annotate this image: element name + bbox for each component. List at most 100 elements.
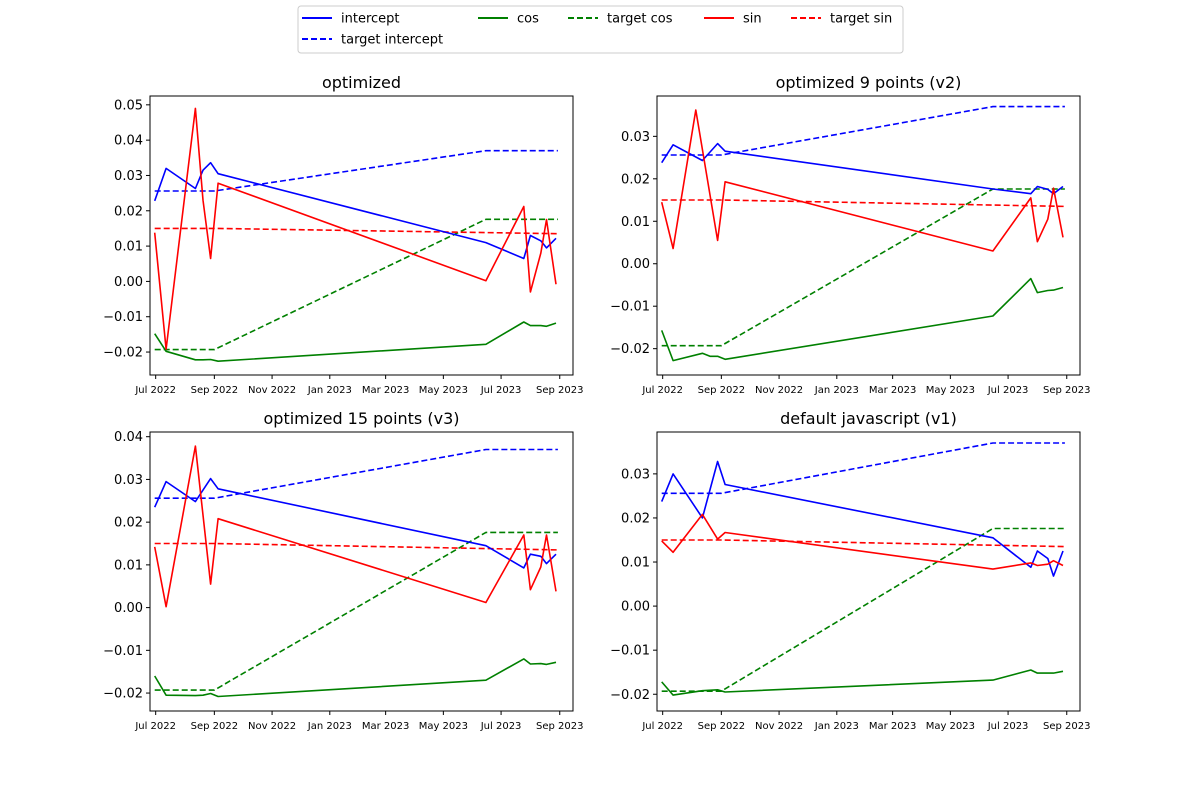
series-group: [660, 105, 1065, 362]
ytick-label: −0.01: [103, 310, 143, 325]
subplot-title: optimized 9 points (v2): [776, 73, 962, 92]
axes-frame: [656, 95, 1081, 376]
subplot-optimized-15-points-v3: optimized 15 points (v3) −0.02 −0.01 0.00 0.…: [103, 409, 583, 732]
xtick-label: May 2023: [419, 385, 468, 396]
xtick-label: Nov 2022: [755, 385, 803, 396]
xtick-label: Mar 2023: [869, 721, 917, 732]
subplot-title: optimized: [322, 73, 401, 92]
ytick-label: 0.02: [621, 172, 650, 187]
xtick-label: Jul 2022: [641, 721, 683, 732]
ytick-label: 0.01: [114, 240, 143, 255]
xtick-label: Jul 2023: [987, 385, 1029, 396]
series-group: [153, 107, 558, 363]
series-line-target-sin: [154, 542, 558, 551]
ytick-label: −0.01: [610, 644, 650, 659]
ytick-label: −0.02: [610, 688, 650, 703]
series-line-cos: [661, 669, 1064, 696]
ytick-label: 0.01: [621, 215, 650, 230]
xtick-label: Sep 2022: [191, 385, 238, 396]
xtick-label: Nov 2022: [755, 721, 803, 732]
ytick-label: 0.00: [621, 600, 650, 615]
ytick-label: 0.00: [114, 601, 143, 616]
xtick-label: Mar 2023: [362, 385, 410, 396]
xtick-label: Jul 2023: [480, 721, 522, 732]
xtick-label: Jul 2023: [987, 721, 1029, 732]
series-line-target-intercept: [661, 442, 1065, 495]
xtick-label: Jan 2023: [814, 385, 859, 396]
subplot-optimized-9-points-v2: optimized 9 points (v2) −0.02 −0.01 0.00 0.0…: [610, 73, 1090, 396]
ytick-label: −0.01: [610, 300, 650, 315]
xtick-label: Sep 2022: [698, 721, 745, 732]
series-line-target-cos: [154, 218, 558, 351]
ytick-label: 0.02: [114, 516, 143, 531]
subplot-title: optimized 15 points (v3): [264, 409, 460, 428]
series-line-target-cos: [661, 527, 1065, 693]
xtick-label: Sep 2022: [191, 721, 238, 732]
ytick-label: 0.03: [621, 130, 650, 145]
subplot-title: default javascript (v1): [780, 409, 957, 428]
xtick-label: Nov 2022: [248, 721, 296, 732]
ytick-label: 0.00: [621, 257, 650, 272]
subplot-grid: optimized −0.02 −0.01 0.00 0.01 0.02 0.03 0.04 0…: [103, 73, 1090, 732]
ytick-label: 0.03: [114, 473, 143, 488]
xtick-label: Sep 2023: [536, 385, 583, 396]
legend-label: target cos: [607, 12, 673, 27]
series-line-target-intercept: [154, 149, 558, 192]
legend-entry-target-sin: target sin: [791, 12, 892, 27]
series-line-sin: [660, 109, 1064, 252]
ytick-label: 0.04: [114, 430, 143, 445]
series-line-cos: [154, 321, 557, 363]
xtick-label: Jan 2023: [307, 385, 352, 396]
xtick-label: Mar 2023: [869, 385, 917, 396]
ytick-label: 0.03: [621, 467, 650, 482]
ytick-label: −0.02: [103, 687, 143, 702]
legend-label: target sin: [830, 12, 892, 27]
xtick-label: Sep 2023: [1043, 721, 1090, 732]
legend-label: intercept: [341, 12, 400, 27]
series-line-cos: [660, 277, 1064, 362]
legend-frame: [297, 5, 904, 54]
xtick-label: May 2023: [926, 721, 975, 732]
xtick-label: May 2023: [419, 721, 468, 732]
legend-entry-target-intercept: target intercept: [302, 33, 443, 48]
subplot-default-javascript-v1: default javascript (v1) −0.02 −0.01 0.00 0.0…: [610, 409, 1090, 732]
legend-label: target intercept: [341, 33, 443, 48]
subplot-optimized: optimized −0.02 −0.01 0.00 0.01 0.02 0.03 0.04 0…: [103, 73, 583, 396]
axes-frame: [149, 95, 574, 376]
axes-frame: [149, 431, 574, 712]
axes-frame: [656, 431, 1081, 712]
series-line-cos: [154, 658, 557, 698]
ytick-label: 0.01: [621, 556, 650, 571]
series-line-sin: [153, 107, 557, 351]
series-line-intercept: [153, 161, 557, 260]
ytick-label: −0.02: [610, 342, 650, 357]
xtick-label: Jan 2023: [307, 721, 352, 732]
series-line-target-cos: [154, 531, 558, 691]
xtick-label: Jul 2022: [134, 721, 176, 732]
legend-label: cos: [517, 12, 539, 27]
series-line-intercept: [661, 142, 1064, 195]
legend-entry-sin: sin: [704, 12, 762, 27]
xtick-label: Jan 2023: [814, 721, 859, 732]
xtick-label: Nov 2022: [248, 385, 296, 396]
xtick-label: Mar 2023: [362, 721, 410, 732]
legend: intercept target intercept cos target cos si…: [297, 5, 904, 54]
ytick-label: −0.01: [103, 644, 143, 659]
xtick-label: Jul 2022: [134, 385, 176, 396]
ytick-label: −0.02: [103, 346, 143, 361]
xtick-label: Jul 2022: [641, 385, 683, 396]
series-line-sin: [661, 513, 1064, 570]
ytick-label: 0.03: [114, 169, 143, 184]
series-line-sin: [153, 445, 557, 608]
ytick-label: 0.02: [621, 511, 650, 526]
ytick-label: 0.01: [114, 558, 143, 573]
ytick-label: 0.02: [114, 204, 143, 219]
series-group: [660, 442, 1065, 696]
xtick-label: Sep 2023: [536, 721, 583, 732]
legend-label: sin: [743, 12, 762, 27]
series-line-target-intercept: [154, 448, 558, 500]
series-line-target-sin: [661, 539, 1065, 548]
legend-entry-cos: cos: [478, 12, 539, 27]
